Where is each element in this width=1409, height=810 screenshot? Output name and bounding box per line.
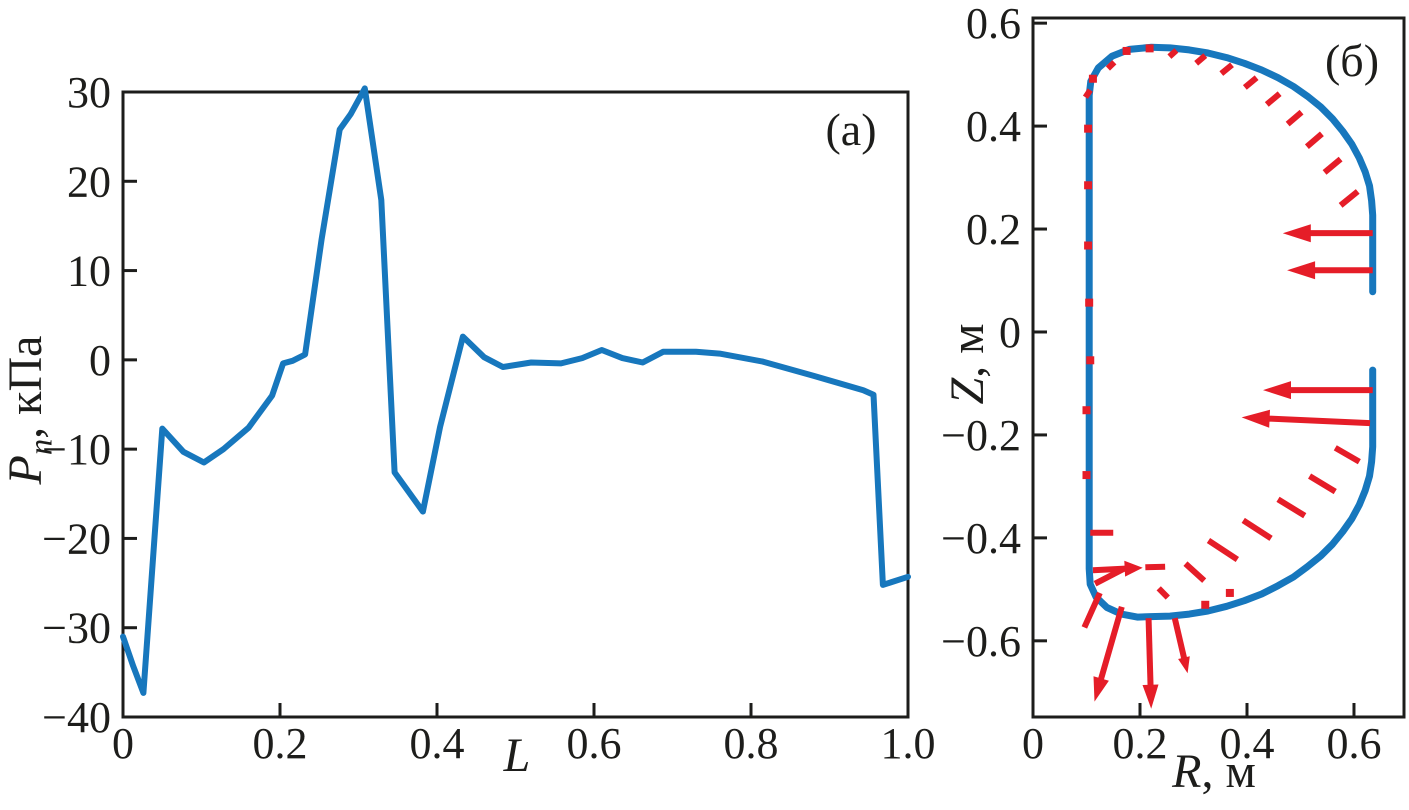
ylabel-a-symbol: P bbox=[0, 455, 52, 485]
force-vector-arrowhead bbox=[1178, 656, 1190, 674]
xlabel-a-symbol: L bbox=[503, 729, 531, 782]
panel-b-ticks: 0 0.2 0.4 0.6 0.6 0.4 0.2 0 −0.2 −0.4 −0.6 bbox=[941, 0, 1381, 768]
force-vector-arrowhead bbox=[1124, 560, 1143, 577]
panel-a: 0 0.2 0.4 0.6 0.8 1.0 30 20 10 0 −10 −20 −30 −40 (a) bbox=[42, 68, 935, 768]
panel-b-x-axis-label: R, м bbox=[1172, 748, 1256, 796]
y-tick-label: 0 bbox=[89, 336, 111, 385]
force-vector bbox=[1194, 53, 1208, 66]
force-vector-dot bbox=[1225, 588, 1234, 597]
x-tick-label: 0.4 bbox=[1219, 719, 1274, 768]
force-vector bbox=[1322, 156, 1343, 175]
x-tick-label: 0.6 bbox=[1326, 719, 1381, 768]
x-tick-label: 0.8 bbox=[724, 719, 779, 768]
panel-a-frame bbox=[121, 90, 910, 719]
force-vector-dot bbox=[1084, 241, 1093, 250]
x-tick-label: 0 bbox=[112, 719, 134, 768]
y-tick-label: 0.4 bbox=[966, 102, 1021, 151]
force-vector bbox=[1096, 606, 1125, 687]
force-vector-arrowhead bbox=[1241, 409, 1270, 428]
y-tick-label: −0.2 bbox=[941, 411, 1021, 460]
force-vector-dot bbox=[1145, 44, 1154, 53]
force-vector bbox=[1183, 561, 1207, 583]
x-tick-label: 0.2 bbox=[1112, 719, 1167, 768]
panel-b-y-axis-label: Z, м bbox=[941, 323, 994, 405]
force-vector bbox=[1276, 496, 1307, 519]
panel-b-frame bbox=[1031, 16, 1406, 719]
force-vector-arrowhead bbox=[1282, 224, 1311, 243]
panel-b: 0 0.2 0.4 0.6 0.6 0.4 0.2 0 −0.2 −0.4 −0.6 (б) bbox=[941, 0, 1406, 768]
y-tick-label: 30 bbox=[67, 68, 111, 117]
panel-b-title: (б) bbox=[1325, 35, 1379, 86]
ylabel-b-symbol: Z bbox=[941, 377, 994, 405]
force-vector bbox=[1264, 91, 1282, 107]
force-vector-dot bbox=[1082, 406, 1091, 415]
x-tick-label: 0.4 bbox=[410, 719, 465, 768]
force-vector bbox=[1308, 473, 1337, 495]
force-vector-dot bbox=[1082, 471, 1091, 480]
force-vector bbox=[1145, 618, 1154, 693]
force-vector-dot bbox=[1122, 46, 1131, 55]
x-tick-label: 0 bbox=[1022, 719, 1044, 768]
force-vector bbox=[1219, 62, 1234, 76]
force-vectors bbox=[1081, 48, 1373, 709]
force-vector bbox=[1082, 88, 1093, 99]
force-vector bbox=[1261, 415, 1371, 427]
y-tick-label: 20 bbox=[67, 157, 111, 206]
y-tick-label: −20 bbox=[42, 514, 111, 563]
force-vector-dot bbox=[1086, 356, 1095, 365]
xlabel-b-symbol: R bbox=[1172, 745, 1202, 798]
force-vector bbox=[1333, 445, 1361, 465]
pressure-profile-curve bbox=[120, 85, 911, 696]
force-vector bbox=[1304, 131, 1324, 149]
force-vector-dot bbox=[1201, 600, 1210, 609]
panel-a-x-axis-label: L bbox=[504, 732, 531, 780]
y-tick-label: 0.2 bbox=[966, 205, 1021, 254]
force-vector bbox=[1145, 563, 1166, 571]
force-vector-arrowhead bbox=[1142, 684, 1159, 709]
ylabel-a-subscript: n bbox=[23, 438, 60, 456]
y-tick-label: −0.4 bbox=[941, 514, 1021, 563]
force-vector bbox=[1242, 75, 1259, 90]
y-tick-label: −30 bbox=[42, 604, 111, 653]
force-vector-dot bbox=[1085, 298, 1094, 307]
force-vector bbox=[1241, 517, 1273, 541]
panel-a-y-axis-label: Pn, кПа bbox=[0, 335, 60, 485]
y-tick-label: 0 bbox=[999, 308, 1021, 357]
y-tick-label: 0.6 bbox=[966, 0, 1021, 48]
force-vector-arrowhead bbox=[1287, 261, 1316, 280]
force-vector bbox=[1105, 60, 1117, 71]
panel-a-ticks: 0 0.2 0.4 0.6 0.8 1.0 30 20 10 0 −10 −20 −30 −40 bbox=[42, 68, 935, 768]
x-tick-label: 0.2 bbox=[253, 719, 308, 768]
force-vector bbox=[1171, 617, 1188, 664]
force-vector-arrowhead bbox=[1263, 381, 1291, 400]
force-vector bbox=[1081, 591, 1103, 629]
force-vector bbox=[1093, 566, 1126, 587]
ylabel-a-units: , кПа bbox=[0, 335, 52, 439]
force-vector-dot bbox=[1088, 74, 1097, 83]
y-tick-label: −0.6 bbox=[941, 617, 1021, 666]
force-vector bbox=[1285, 109, 1304, 127]
ylabel-b-units: , м bbox=[941, 323, 994, 378]
force-vector bbox=[1156, 586, 1170, 600]
x-tick-label: 1.0 bbox=[881, 719, 936, 768]
force-vector-dot bbox=[1084, 181, 1093, 190]
force-vector bbox=[1167, 48, 1179, 59]
force-vector bbox=[1206, 537, 1240, 562]
force-vector bbox=[1338, 189, 1360, 208]
y-tick-label: 10 bbox=[67, 247, 111, 296]
xlabel-b-units: , м bbox=[1201, 745, 1256, 798]
plasma-boundary bbox=[1085, 43, 1377, 621]
x-tick-label: 0.6 bbox=[567, 719, 622, 768]
y-tick-label: −10 bbox=[42, 425, 111, 474]
panel-a-title: (a) bbox=[825, 104, 876, 155]
force-vector-arrowhead bbox=[1093, 676, 1109, 702]
force-vector-dot bbox=[1084, 124, 1093, 133]
y-tick-label: −40 bbox=[42, 693, 111, 742]
